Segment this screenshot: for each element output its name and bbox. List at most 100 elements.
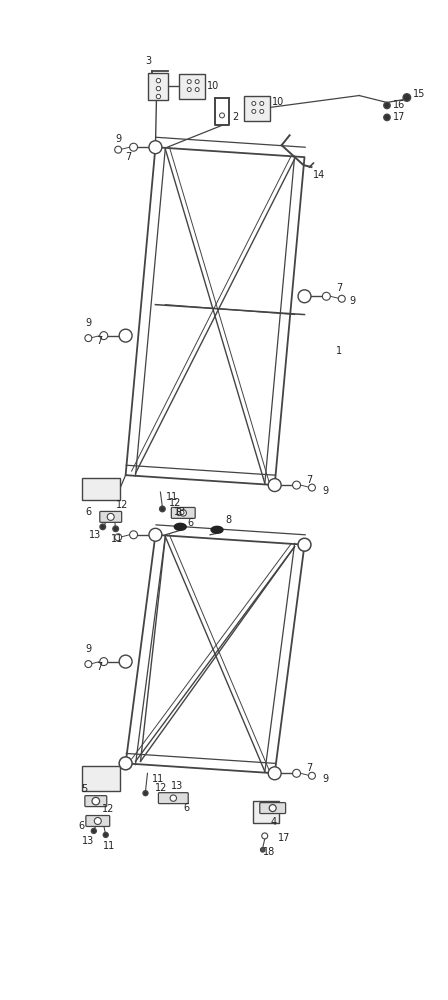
Circle shape xyxy=(100,332,108,340)
Bar xyxy=(82,766,120,791)
Text: 9: 9 xyxy=(349,296,355,306)
Text: 6: 6 xyxy=(187,518,194,528)
Circle shape xyxy=(100,524,106,530)
Circle shape xyxy=(92,797,99,805)
Text: 17: 17 xyxy=(278,833,290,843)
Circle shape xyxy=(384,102,390,109)
Text: 9: 9 xyxy=(116,134,122,144)
Circle shape xyxy=(309,772,315,779)
Text: 9: 9 xyxy=(323,486,328,496)
Ellipse shape xyxy=(174,523,186,530)
Circle shape xyxy=(187,88,191,92)
Circle shape xyxy=(119,329,132,342)
Text: 8: 8 xyxy=(175,508,181,518)
Circle shape xyxy=(309,484,315,491)
Circle shape xyxy=(323,292,330,300)
Circle shape xyxy=(107,513,114,520)
Bar xyxy=(179,74,205,99)
Circle shape xyxy=(143,791,148,796)
Circle shape xyxy=(115,534,122,541)
Circle shape xyxy=(268,479,281,492)
Text: 12: 12 xyxy=(155,783,168,793)
Text: 16: 16 xyxy=(393,100,405,110)
Ellipse shape xyxy=(211,526,223,533)
Circle shape xyxy=(252,109,256,113)
Text: 17: 17 xyxy=(393,112,405,122)
Text: 13: 13 xyxy=(171,781,184,791)
Text: 6: 6 xyxy=(86,507,92,517)
FancyBboxPatch shape xyxy=(100,511,122,522)
Text: 1: 1 xyxy=(336,346,342,356)
Text: 7: 7 xyxy=(306,475,313,485)
Circle shape xyxy=(85,335,92,342)
Circle shape xyxy=(403,94,411,101)
Circle shape xyxy=(180,510,186,516)
Text: 14: 14 xyxy=(314,170,326,180)
Circle shape xyxy=(298,538,311,551)
Circle shape xyxy=(115,146,122,153)
FancyBboxPatch shape xyxy=(171,507,195,518)
Circle shape xyxy=(156,86,160,91)
FancyBboxPatch shape xyxy=(85,796,107,807)
Bar xyxy=(148,73,168,100)
Circle shape xyxy=(298,290,311,303)
Circle shape xyxy=(95,818,101,824)
Text: 12: 12 xyxy=(169,498,182,508)
Text: 7: 7 xyxy=(96,662,102,672)
Circle shape xyxy=(269,805,276,812)
Circle shape xyxy=(156,78,160,83)
Bar xyxy=(253,801,279,823)
Text: 15: 15 xyxy=(413,89,425,99)
Text: 11: 11 xyxy=(166,492,179,502)
Text: 6: 6 xyxy=(78,821,84,831)
Text: 11: 11 xyxy=(111,534,123,544)
Circle shape xyxy=(384,114,390,121)
Text: 6: 6 xyxy=(183,803,190,813)
FancyBboxPatch shape xyxy=(159,793,188,804)
Circle shape xyxy=(91,828,96,833)
Circle shape xyxy=(293,769,301,777)
Circle shape xyxy=(260,101,264,105)
Circle shape xyxy=(262,833,268,839)
Text: 7: 7 xyxy=(96,336,102,346)
Circle shape xyxy=(119,757,132,770)
Text: 5: 5 xyxy=(81,784,87,794)
Circle shape xyxy=(129,531,138,539)
FancyBboxPatch shape xyxy=(86,816,110,826)
Text: 9: 9 xyxy=(86,644,92,654)
Circle shape xyxy=(187,80,191,84)
Bar xyxy=(82,478,120,500)
Text: 10: 10 xyxy=(207,81,220,91)
Text: 13: 13 xyxy=(174,507,186,517)
Circle shape xyxy=(293,481,301,489)
Circle shape xyxy=(129,143,138,151)
Text: 18: 18 xyxy=(263,847,275,857)
Text: 11: 11 xyxy=(103,841,115,851)
Circle shape xyxy=(268,767,281,780)
Text: 11: 11 xyxy=(152,774,165,784)
Circle shape xyxy=(156,94,160,99)
Circle shape xyxy=(85,661,92,668)
Circle shape xyxy=(149,141,162,154)
Bar xyxy=(244,96,270,121)
Circle shape xyxy=(261,848,265,852)
Text: 4: 4 xyxy=(271,817,277,827)
Circle shape xyxy=(195,80,199,84)
Text: 7: 7 xyxy=(125,152,132,162)
Circle shape xyxy=(100,658,108,666)
Text: 9: 9 xyxy=(323,774,328,784)
Text: 2: 2 xyxy=(232,112,238,122)
Text: 3: 3 xyxy=(146,56,151,66)
FancyBboxPatch shape xyxy=(260,803,286,814)
Circle shape xyxy=(220,113,224,118)
Circle shape xyxy=(260,109,264,113)
Circle shape xyxy=(113,526,118,532)
Circle shape xyxy=(338,295,345,302)
Circle shape xyxy=(149,528,162,541)
Text: 7: 7 xyxy=(306,763,313,773)
Text: 12: 12 xyxy=(116,500,128,510)
Circle shape xyxy=(252,101,256,105)
Circle shape xyxy=(119,655,132,668)
Text: 8: 8 xyxy=(225,515,231,525)
Text: 13: 13 xyxy=(82,836,94,846)
